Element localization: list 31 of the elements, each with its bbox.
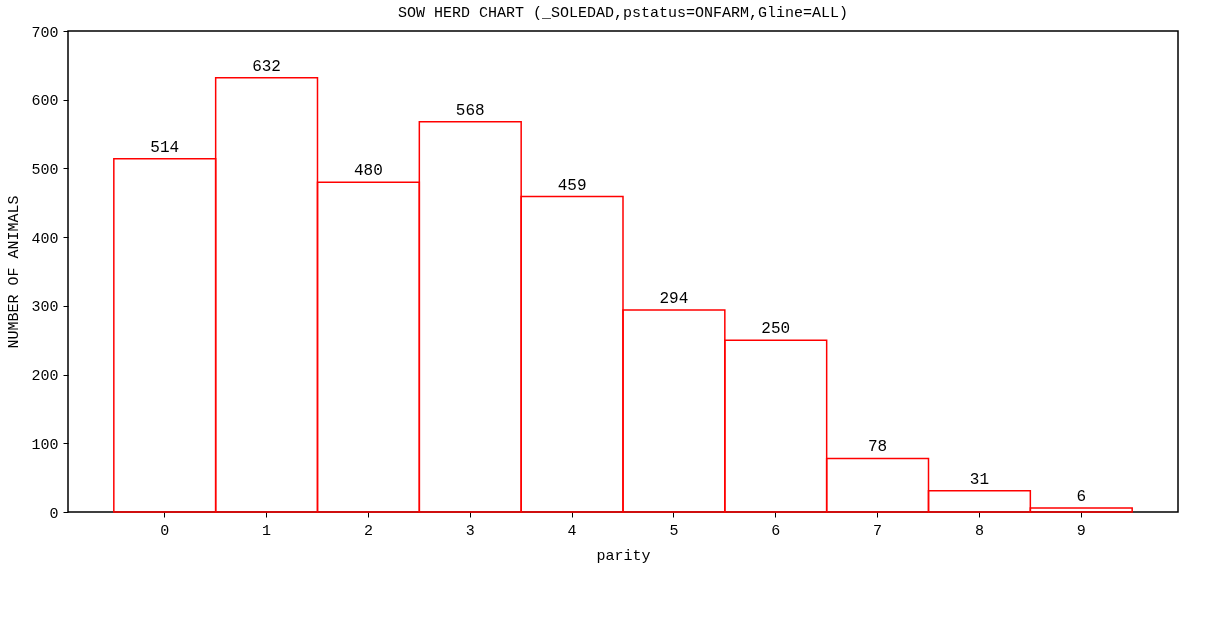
data-label: 294 — [659, 289, 689, 308]
data-label: 250 — [761, 320, 791, 339]
y-tick-label: 0 — [49, 505, 59, 523]
y-tick-label: 400 — [31, 230, 59, 248]
data-label: 480 — [354, 162, 383, 181]
x-tick-label: 4 — [567, 522, 577, 540]
y-tick-label: 200 — [31, 368, 59, 386]
x-tick-label: 0 — [160, 522, 170, 540]
data-label: 6 — [1076, 487, 1087, 506]
y-tick-label: 100 — [31, 436, 59, 454]
y-tick-label: 300 — [31, 299, 59, 317]
x-tick-label: 2 — [363, 522, 373, 540]
x-tick-label: 3 — [465, 522, 475, 540]
x-tick-label: 9 — [1076, 522, 1086, 540]
data-label: 31 — [969, 470, 990, 489]
data-label: 459 — [557, 176, 587, 195]
data-label: 568 — [455, 101, 485, 120]
y-tick-label: 700 — [31, 24, 59, 42]
chart-title: SOW HERD CHART (_SOLEDAD,pstatus=ONFARM,Gline=ALL) — [397, 5, 849, 22]
y-axis-title: NUMBER OF ANIMALS — [6, 195, 24, 349]
data-label: 78 — [867, 438, 888, 457]
x-tick-label: 7 — [873, 522, 883, 540]
x-tick-label: 6 — [771, 522, 781, 540]
x-tick-label: 1 — [262, 522, 272, 540]
x-tick-label: 8 — [974, 522, 984, 540]
x-axis-title: parity — [596, 547, 651, 565]
data-label: 514 — [150, 138, 180, 157]
x-tick-label: 5 — [669, 522, 679, 540]
y-tick-label: 500 — [31, 161, 59, 179]
data-label: 632 — [252, 57, 281, 76]
y-tick-label: 600 — [31, 93, 59, 111]
